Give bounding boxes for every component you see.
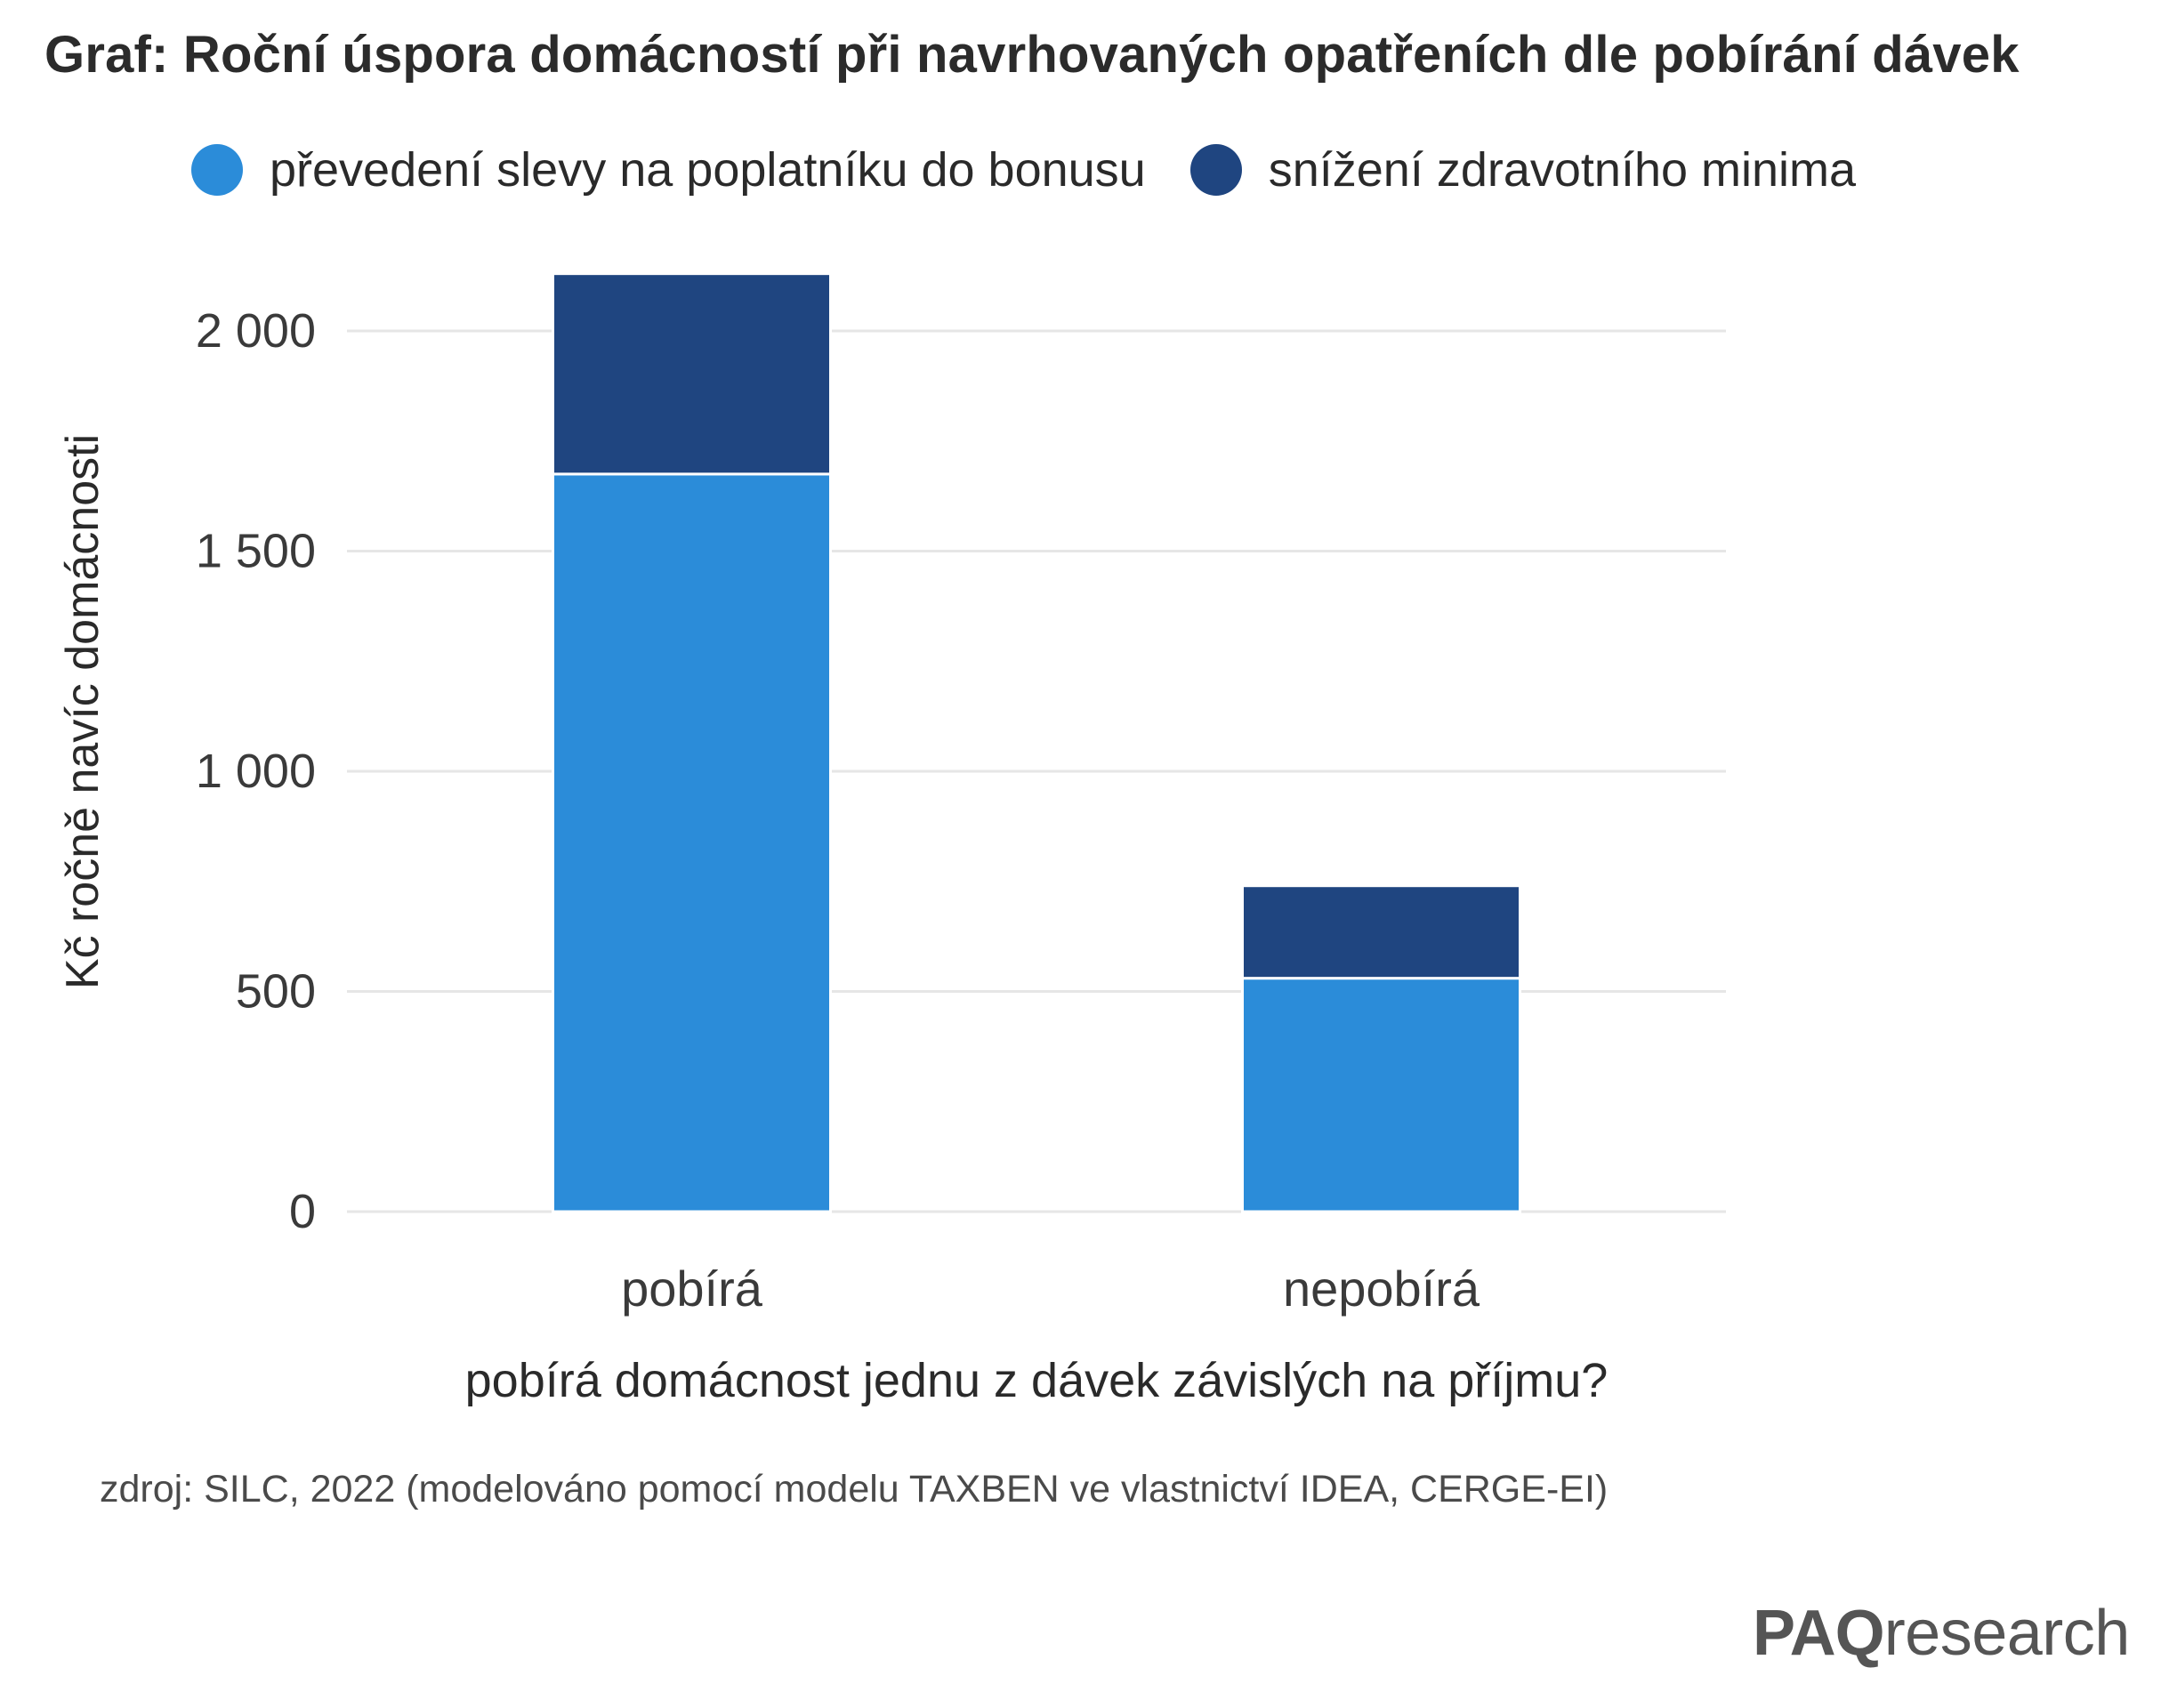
brand-logo-bold: PAQ bbox=[1753, 1598, 1885, 1669]
legend-label-bonus: převedení slevy na poplatníku do bonusu bbox=[270, 143, 1146, 197]
legend-label-health-minimum: snížení zdravotního minima bbox=[1268, 143, 1857, 197]
y-tick-label: 2 000 bbox=[196, 304, 316, 358]
y-tick-labels: 0 500 1 000 1 500 2 000 bbox=[196, 304, 316, 1238]
x-tick-labels: pobírá nepobírá bbox=[621, 1261, 1480, 1317]
brand-logo: PAQresearch bbox=[1753, 1597, 2130, 1670]
bar-segment bbox=[552, 272, 832, 476]
y-tick-label: 0 bbox=[289, 1185, 316, 1238]
bar-segment bbox=[552, 472, 832, 1213]
y-tick-label: 500 bbox=[236, 965, 316, 1019]
legend-swatch-health-minimum bbox=[1189, 144, 1242, 196]
legend-item-health-minimum: snížení zdravotního minima bbox=[1189, 142, 1857, 197]
legend-item-bonus: převedení slevy na poplatníku do bonusu bbox=[191, 142, 1146, 197]
x-axis-label: pobírá domácnost jednu z dávek závislých… bbox=[465, 1354, 1609, 1407]
chart-title: Graf: Roční úspora domácností při navrho… bbox=[44, 26, 2020, 84]
y-tick-label: 1 000 bbox=[196, 745, 316, 798]
bars bbox=[552, 272, 1521, 1213]
legend: převedení slevy na poplatníku do bonusu … bbox=[191, 142, 1900, 197]
source-note: zdroj: SILC, 2022 (modelováno pomocí mod… bbox=[100, 1468, 1609, 1511]
y-axis-label: Kč ročně navíc domácnosti bbox=[57, 434, 109, 989]
bar-segment bbox=[1241, 884, 1521, 980]
x-tick-label: pobírá bbox=[621, 1261, 763, 1317]
legend-swatch-bonus bbox=[191, 144, 243, 196]
x-tick-label: nepobírá bbox=[1283, 1261, 1480, 1317]
bar-segment bbox=[1241, 977, 1521, 1213]
y-tick-label: 1 500 bbox=[196, 525, 316, 578]
brand-logo-light: research bbox=[1883, 1598, 2131, 1669]
